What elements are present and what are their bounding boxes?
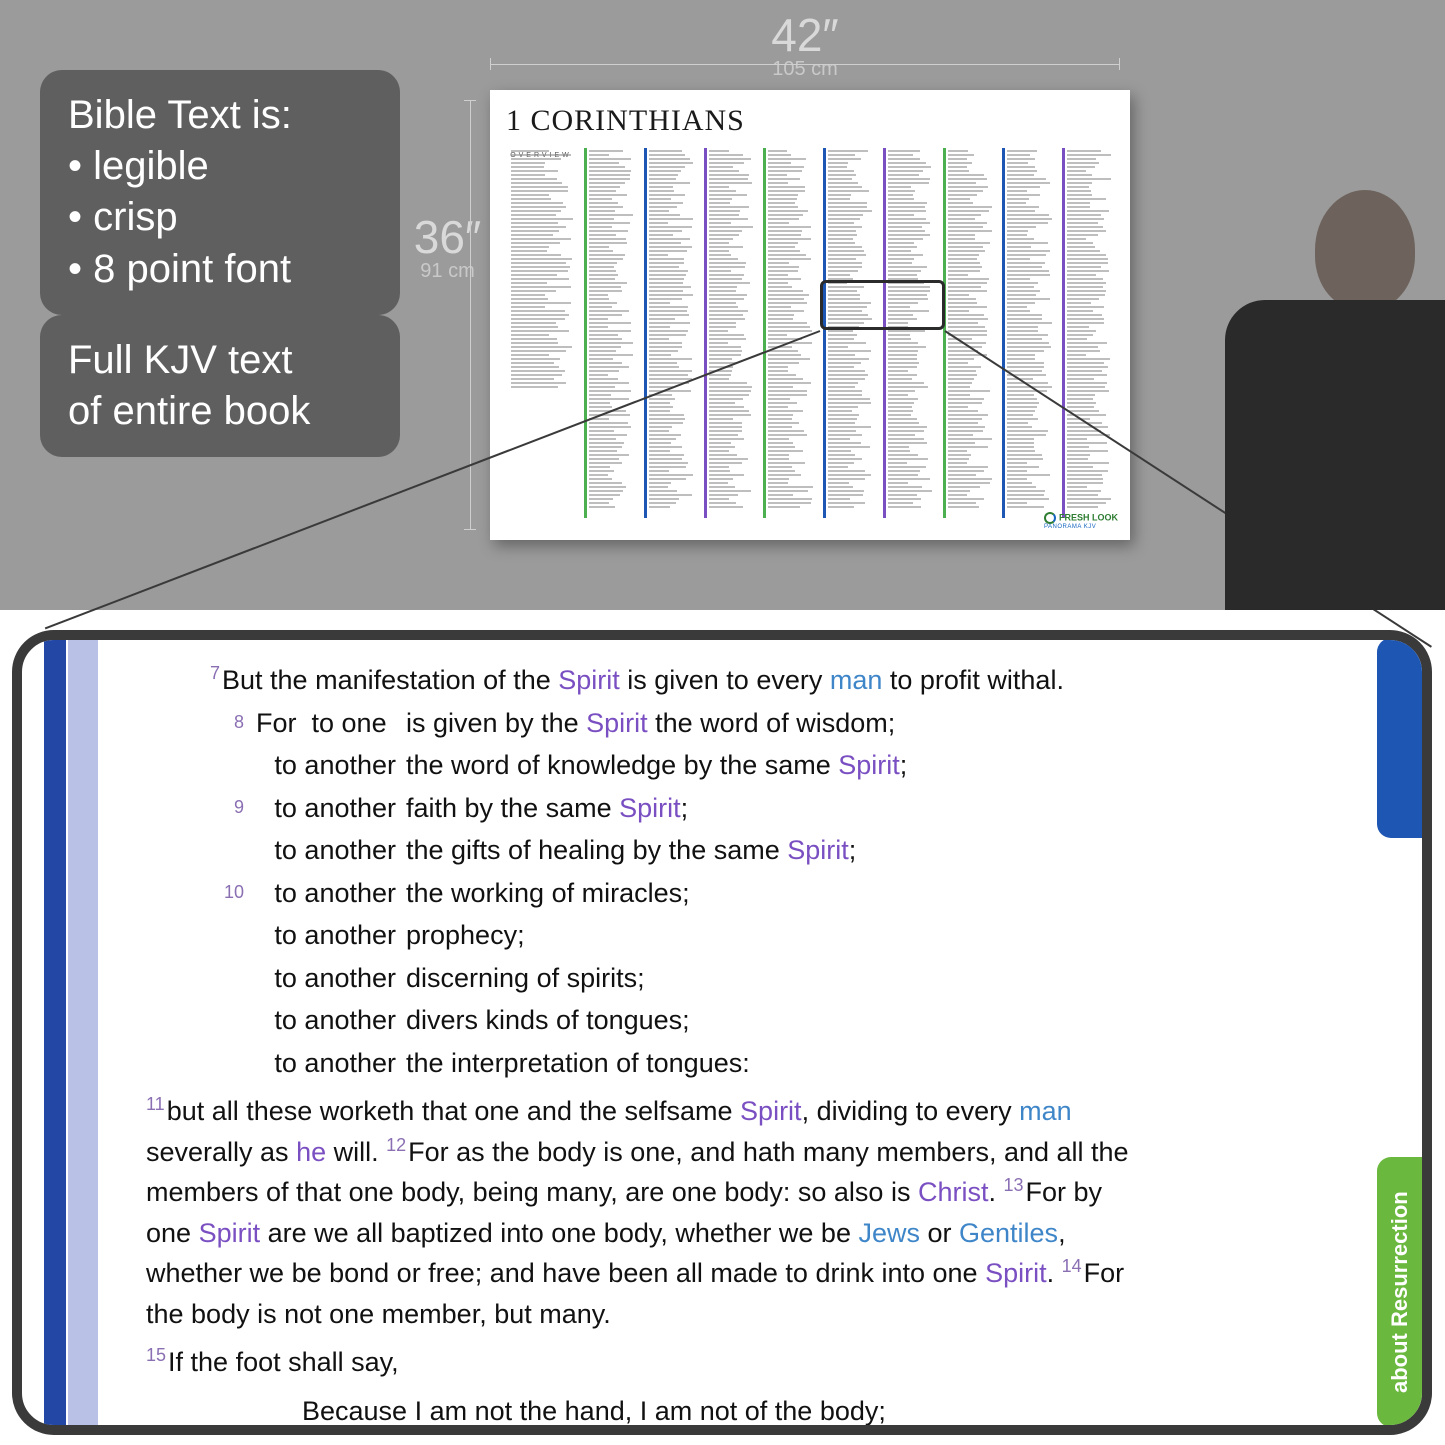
scripture-text: 7But the manifestation of the Spirit is … (22, 640, 1422, 1425)
verse-number: 15 (146, 1345, 166, 1365)
verse-15-quote: Because I am not the hand, I am not of t… (302, 1391, 1382, 1432)
word-spirit: Spirit (558, 665, 620, 695)
poster: 1 CORINTHIANS OVERVIEW FRESH LOOK PANORA… (490, 90, 1130, 540)
verse-number: 12 (386, 1135, 406, 1155)
infographic-stage: Bible Text is: • legible • crisp • 8 poi… (0, 0, 1445, 1445)
verse-number: 9 (234, 797, 244, 817)
callout-line: Full KJV text (68, 338, 293, 382)
gift-row: to anotherthe gifts of healing by the sa… (210, 830, 1382, 871)
dim-inch: 42″ (771, 9, 838, 61)
gift-row: to anotherdiscerning of spirits; (210, 958, 1382, 999)
gift-row: 10to anotherthe working of miracles; (210, 873, 1382, 914)
verse-number: 14 (1062, 1256, 1082, 1276)
poster-logo: FRESH LOOK PANORAMA KJV (1044, 512, 1118, 530)
verse-number: 11 (146, 1094, 165, 1114)
callout-line: of entire book (68, 389, 310, 433)
callout-text-quality: Bible Text is: • legible • crisp • 8 poi… (40, 70, 400, 315)
word-man: man (830, 665, 883, 695)
callout-kjv: Full KJV text of entire book (40, 315, 400, 457)
poster-overview-col: OVERVIEW (506, 148, 576, 518)
logo-text: FRESH LOOK (1059, 512, 1118, 522)
zoom-source-box (820, 280, 945, 330)
verse-7: 7But the manifestation of the Spirit is … (210, 660, 1382, 701)
gift-row: 9to anotherfaith by the same Spirit; (210, 788, 1382, 829)
ruler-horizontal (490, 64, 1120, 65)
gift-row: to anotherdivers kinds of tongues; (210, 1000, 1382, 1041)
callout-item: 8 point font (93, 247, 291, 291)
dimension-height: 36″ 91 cm (410, 210, 485, 283)
poster-title: 1 CORINTHIANS (506, 104, 1114, 138)
verse-paragraph: 11but all these worketh that one and the… (146, 1091, 1146, 1334)
verse-number: 10 (224, 882, 244, 902)
poster-col (644, 148, 696, 518)
gift-row: to anotherthe word of knowledge by the s… (210, 745, 1382, 786)
gift-row: 8 For to one is given by the Spirit the … (210, 703, 1382, 744)
poster-col (1002, 148, 1054, 518)
callout-item: crisp (93, 195, 177, 239)
poster-col (704, 148, 756, 518)
dim-cm: 91 cm (410, 260, 485, 283)
verse-number: 7 (210, 663, 220, 683)
top-scene: Bible Text is: • legible • crisp • 8 poi… (0, 0, 1445, 610)
person-silhouette (1205, 140, 1445, 610)
verse-15: 15If the foot shall say, (146, 1342, 1146, 1383)
poster-col (823, 148, 875, 518)
verse-number: 8 (234, 712, 244, 732)
poster-col (584, 148, 636, 518)
logo-sub: PANORAMA KJV (1044, 524, 1118, 530)
dim-cm: 105 cm (480, 58, 1130, 81)
zoom-panel: about Resurrection 7But the manifestatio… (12, 630, 1432, 1435)
dimension-width: 42″ 105 cm (480, 8, 1130, 81)
callout-item: legible (93, 144, 209, 188)
poster-col (763, 148, 815, 518)
dim-inch: 36″ (414, 211, 481, 263)
callout-title: Bible Text is: (68, 93, 292, 137)
verse-number: 13 (1003, 1175, 1023, 1195)
gift-row: to anotherprophecy; (210, 915, 1382, 956)
poster-col (883, 148, 935, 518)
poster-col (1062, 148, 1114, 518)
gift-row: to anotherthe interpretation of tongues: (210, 1043, 1382, 1084)
